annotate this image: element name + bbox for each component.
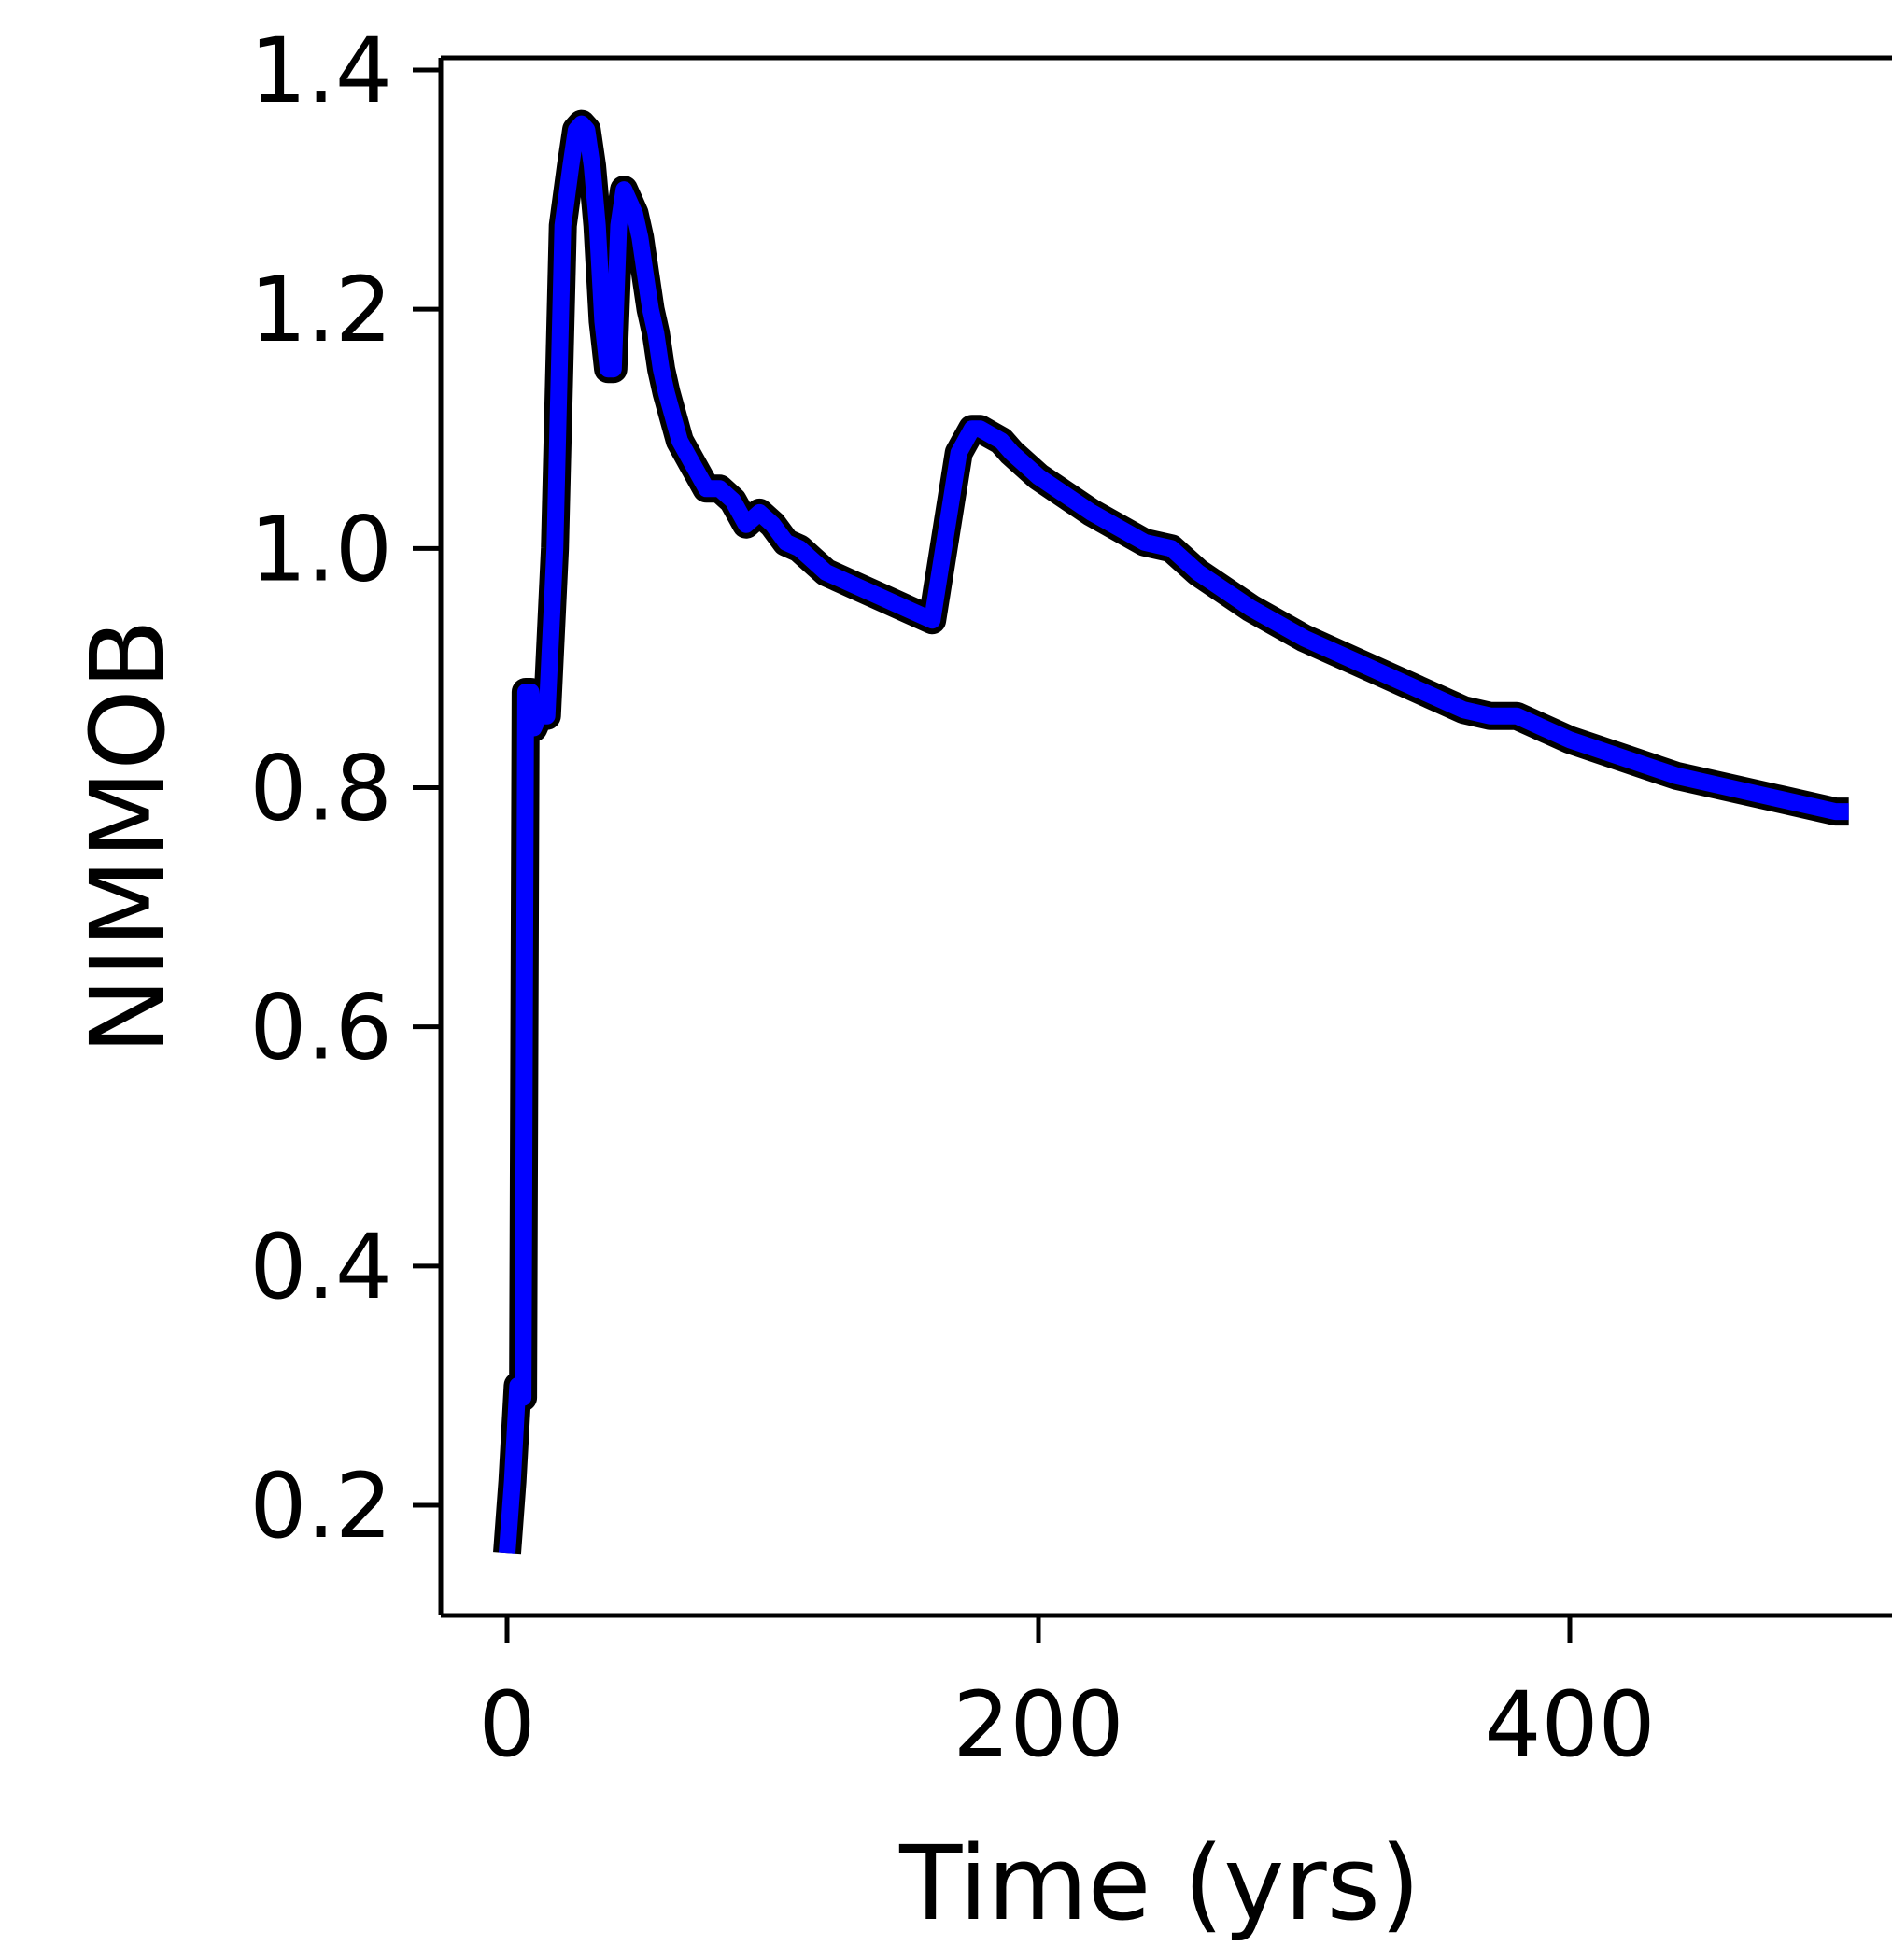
y-tick-label: 0.8: [249, 737, 392, 841]
y-tick-label: 1.4: [249, 19, 392, 123]
y-axis-label: NIMMOB: [68, 619, 188, 1055]
y-tick-label: 1.0: [249, 497, 392, 601]
y-tick-label: 0.4: [249, 1215, 392, 1319]
ticks-layer: 0.2 0.4 0.6 0.8 1.0 1.2 1.4 0 200 400: [249, 19, 1655, 1777]
y-tick-label: 0.6: [249, 976, 392, 1080]
x-tick-label: 400: [1484, 1672, 1655, 1777]
series-line-outline: [493, 109, 1850, 1555]
series-line: [499, 115, 1849, 1554]
y-tick-label: 0.2: [249, 1454, 392, 1558]
y-tick-label: 1.2: [249, 258, 392, 362]
data-layer: [493, 109, 1850, 1555]
x-tick-label: 0: [478, 1672, 535, 1777]
x-axis-label: Time (yrs): [898, 1824, 1420, 1943]
axes-layer: [438, 55, 1892, 1618]
x-tick-label: 200: [953, 1672, 1123, 1777]
